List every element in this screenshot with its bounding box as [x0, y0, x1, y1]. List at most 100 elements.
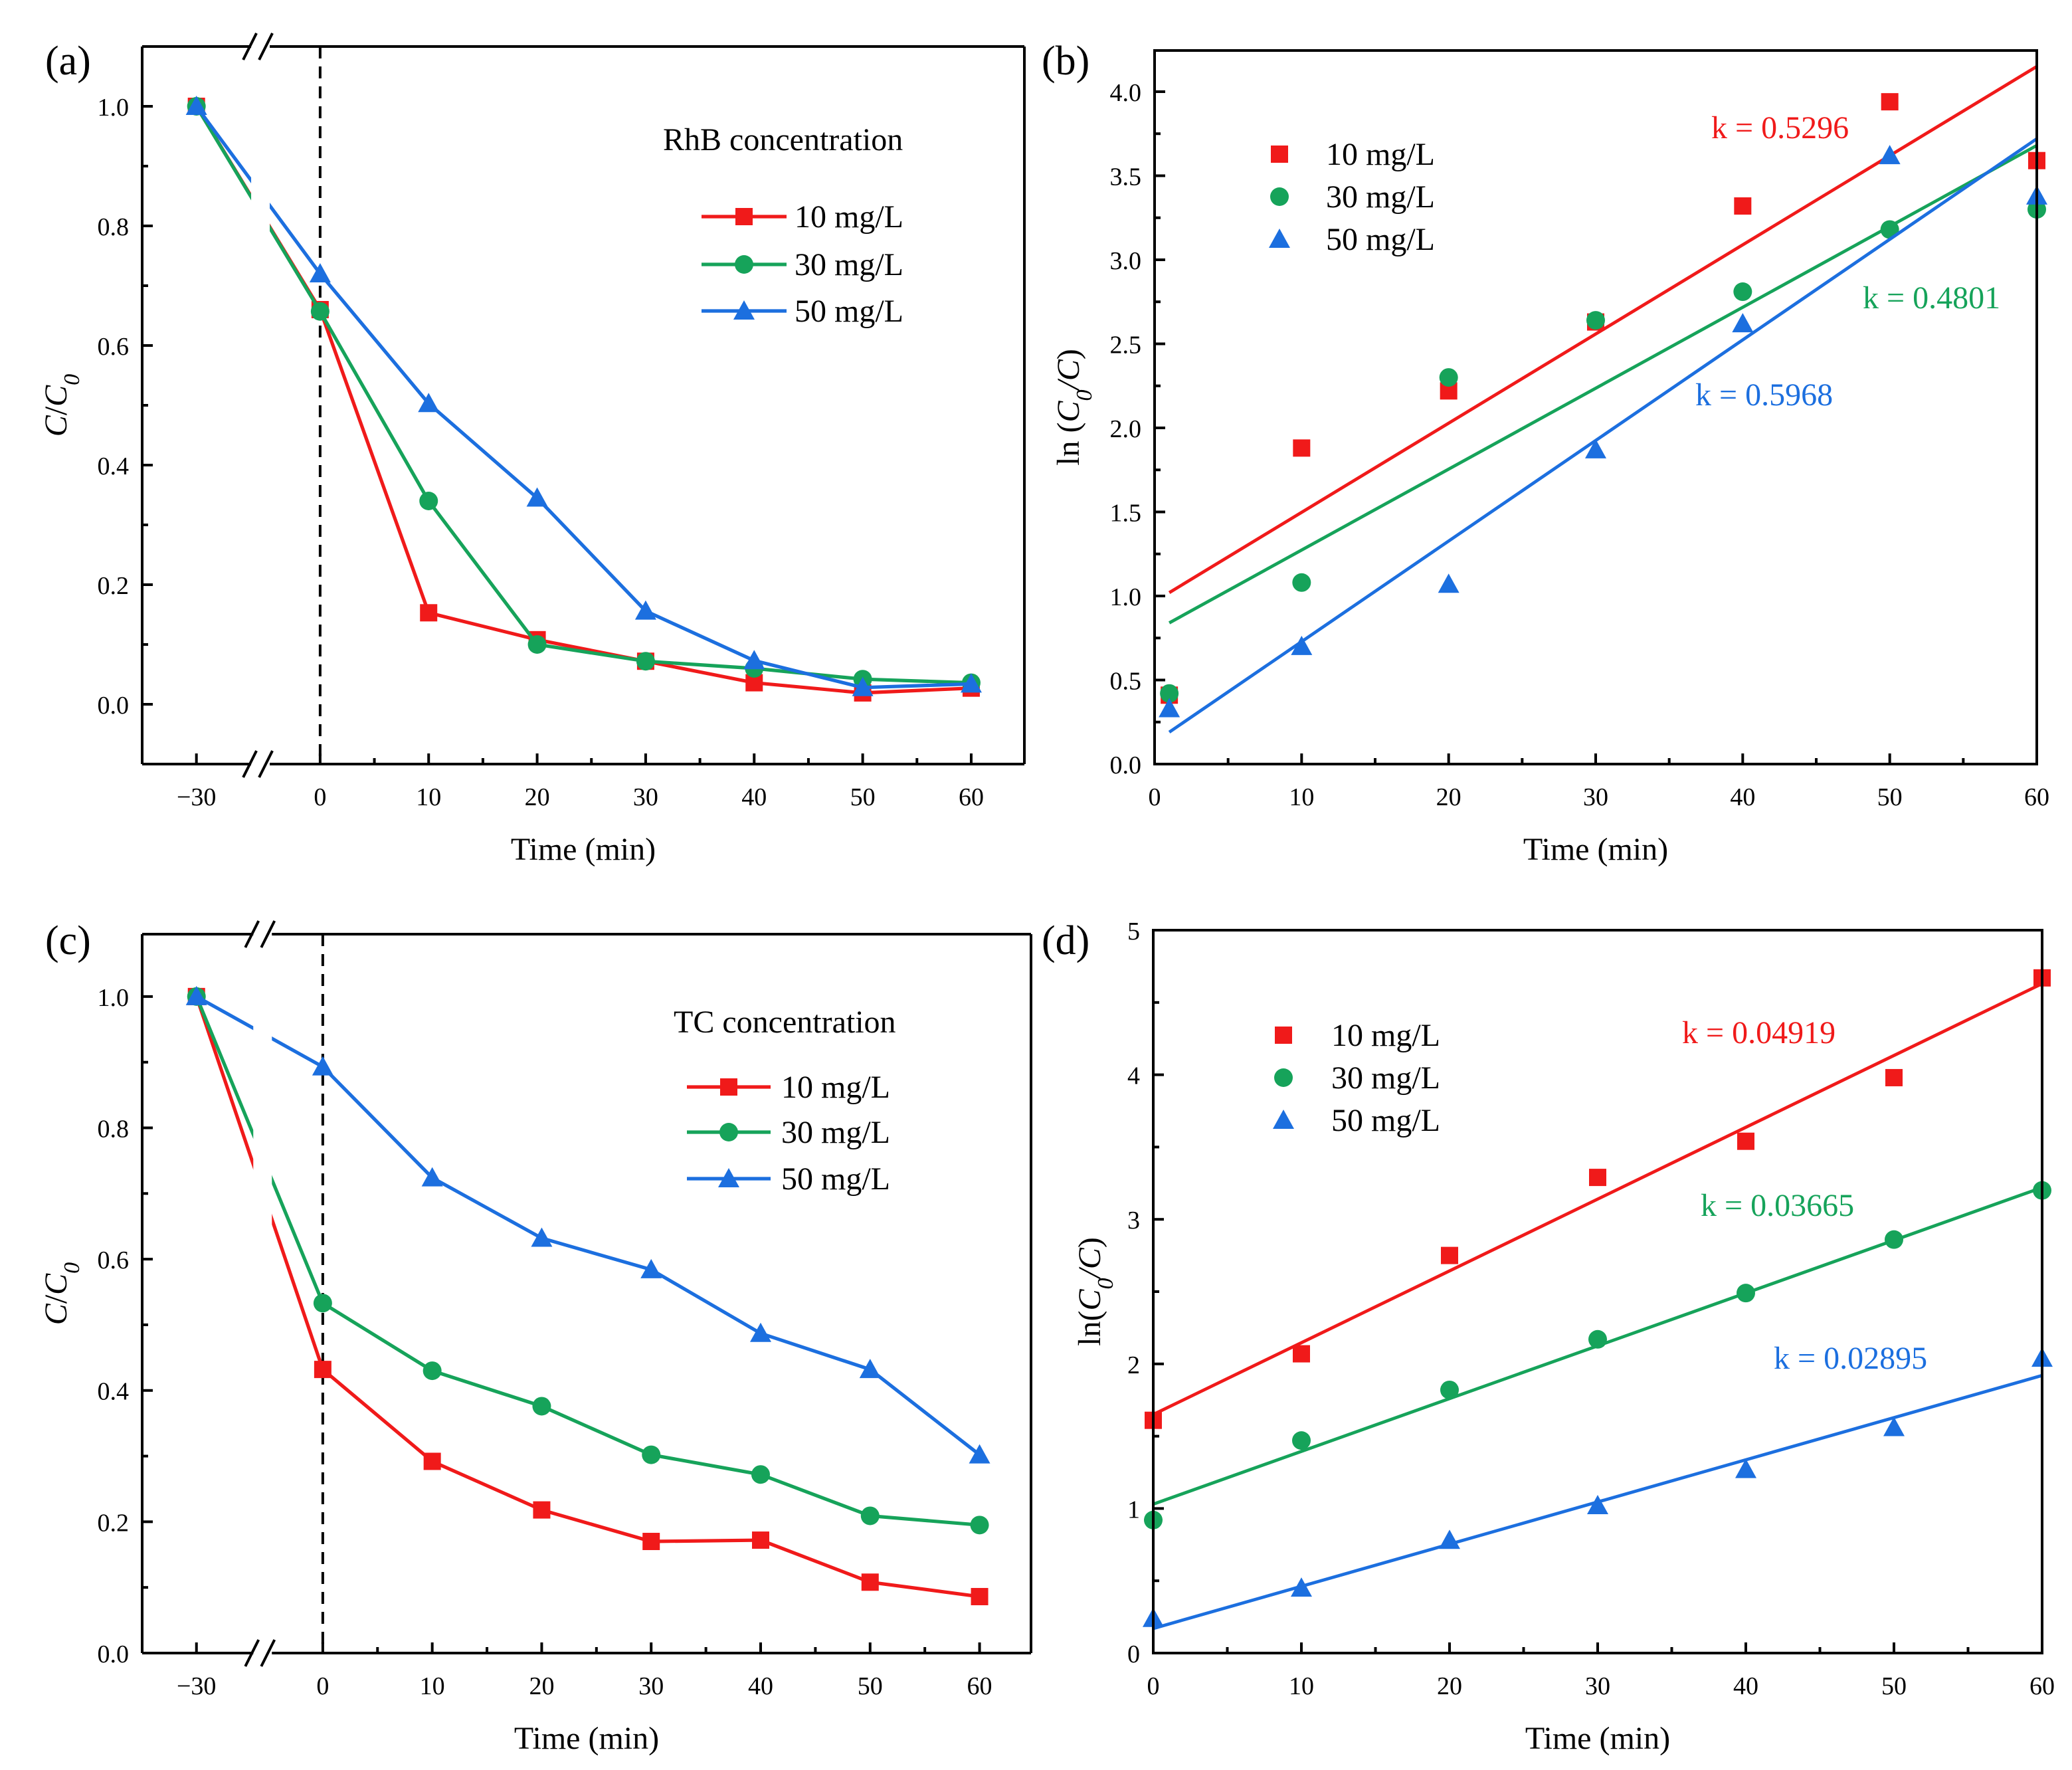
x-tick-label: 50 [1881, 1672, 1907, 1700]
data-point [1293, 439, 1311, 457]
y-axis-title-part: / [1051, 379, 1086, 392]
legend-marker [735, 255, 753, 274]
data-point [749, 1322, 771, 1342]
y-axis-title: C/C0 [39, 374, 84, 437]
legend-label: 50 mg/L [1326, 222, 1435, 257]
data-point [1291, 1577, 1312, 1597]
series-line [195, 105, 972, 690]
y-axis-title-part: C [1072, 1289, 1107, 1311]
y-tick-label: 1 [1127, 1496, 1140, 1524]
series-50-mg-l [185, 96, 982, 696]
legend-label: 10 mg/L [781, 1070, 890, 1105]
x-tick-label: 20 [1436, 783, 1461, 811]
legend-marker [735, 208, 753, 225]
y-axis-title-part: / [39, 406, 74, 415]
x-tick-label: 10 [1289, 783, 1314, 811]
x-tick-label: 20 [1437, 1672, 1462, 1700]
x-tick-label: 0 [314, 783, 326, 811]
data-point [1737, 1132, 1754, 1150]
series-30-mg-l: k = 0.03665 [1144, 1181, 2051, 1529]
y-tick-label: 0.2 [98, 572, 130, 600]
legend-item: 50 mg/L [687, 1161, 890, 1197]
y-axis-title-part: ln( [1072, 1311, 1107, 1346]
axis-break-gap [253, 926, 272, 1661]
y-tick-label: 2.0 [1110, 415, 1142, 443]
legend: 10 mg/L 30 mg/L 50 mg/L [1269, 137, 1435, 257]
data-point [1441, 1246, 1458, 1264]
legend-title: RhB concentration [663, 122, 903, 157]
y-tick-label: 2 [1127, 1351, 1140, 1379]
y-tick-label: 0.8 [98, 213, 130, 241]
chart-panel-a: (a) −30 0 10 20 30 40 50 60 Time (min) 0.0 0.2 0.4 0.… [39, 33, 1026, 867]
series-line [195, 995, 980, 1527]
x-axis-title: Time (min) [1525, 1721, 1670, 1756]
data-point [751, 1465, 770, 1484]
axis-break-mark [260, 920, 276, 948]
legend-item: 10 mg/L [1275, 1018, 1440, 1053]
y-axis-title-part: / [39, 1294, 74, 1304]
data-point [419, 492, 438, 510]
legend-marker [720, 1078, 737, 1096]
y-tick-label: 0.8 [98, 1115, 130, 1143]
axis-break-mark [258, 750, 274, 778]
y-axis-title-part: 0 [60, 1262, 84, 1274]
x-tick-label: 30 [1583, 783, 1608, 811]
legend-item: 30 mg/L [702, 247, 903, 282]
series-50-mg-l: k = 0.5968 [1159, 137, 2047, 734]
y-tick-label: 0.6 [98, 1246, 130, 1274]
x-axis-title: Time (min) [1523, 832, 1668, 867]
series-30-mg-l: k = 0.4801 [1160, 144, 2046, 703]
x-tick-label: 60 [967, 1672, 992, 1700]
series-line [195, 995, 981, 1456]
data-point [312, 1056, 333, 1076]
y-tick-label: 1.0 [1110, 583, 1142, 611]
x-axis-title: Time (min) [511, 832, 656, 867]
x-tick-label: 30 [638, 1672, 664, 1700]
y-tick-label: 3 [1127, 1207, 1140, 1234]
axis-break-gap [251, 39, 270, 772]
data-point [1734, 197, 1752, 215]
data-point [309, 263, 331, 282]
data-point [1732, 313, 1754, 333]
legend-label: 30 mg/L [781, 1115, 890, 1150]
data-point [1291, 635, 1313, 655]
data-point [1885, 1068, 1903, 1086]
x-tick-label: 40 [748, 1672, 773, 1700]
data-point [1587, 1495, 1608, 1515]
y-tick-label: 5 [1127, 918, 1140, 945]
data-point [1885, 1230, 1903, 1249]
rate-constant-label: k = 0.03665 [1701, 1188, 1854, 1223]
series-line [195, 996, 980, 1599]
x-tick-label: 60 [2024, 783, 2049, 811]
data-point [970, 1516, 989, 1535]
data-point [1733, 282, 1752, 302]
legend-label: 30 mg/L [1331, 1060, 1440, 1096]
data-point [642, 1445, 661, 1464]
axis-break-mark [258, 33, 274, 60]
y-tick-label: 0.6 [98, 333, 130, 361]
y-tick-label: 1.0 [98, 94, 130, 122]
data-point [1883, 1417, 1905, 1436]
panel-label: (a) [45, 39, 91, 84]
data-point [1881, 93, 1899, 111]
data-point [1293, 1345, 1310, 1363]
legend-marker [1270, 187, 1289, 206]
legend-item: 30 mg/L [1270, 179, 1435, 215]
y-axis-title-part: C [1051, 359, 1086, 381]
data-point [1439, 1529, 1460, 1549]
data-point [313, 1294, 332, 1313]
panel-label: (c) [45, 918, 91, 963]
x-axis-title: Time (min) [514, 1721, 659, 1756]
rate-constant-label: k = 0.5968 [1695, 377, 1833, 413]
legend-item: 30 mg/L [687, 1115, 890, 1150]
y-axis-title-part: C [39, 1273, 74, 1295]
data-point [423, 1452, 441, 1470]
data-point [531, 1227, 553, 1247]
data-point [1585, 439, 1606, 458]
legend-marker [1271, 146, 1288, 163]
y-axis-title-part: C [1051, 401, 1086, 423]
legend-marker [1274, 1068, 1293, 1087]
data-point [527, 635, 547, 654]
